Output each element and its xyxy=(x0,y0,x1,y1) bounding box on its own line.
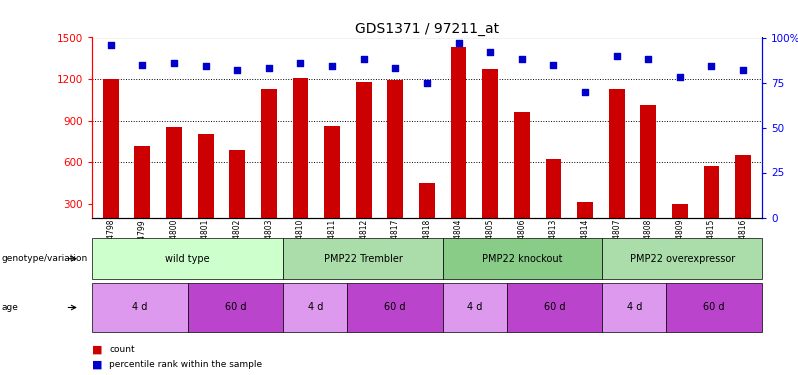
Text: PMP22 overexpressor: PMP22 overexpressor xyxy=(630,254,735,264)
Point xyxy=(200,63,212,69)
Bar xyxy=(704,166,720,245)
Text: count: count xyxy=(109,345,135,354)
Bar xyxy=(293,78,308,245)
Point xyxy=(674,74,686,80)
Point xyxy=(136,62,148,68)
Point xyxy=(421,80,433,86)
Text: PMP22 Trembler: PMP22 Trembler xyxy=(324,254,402,264)
Bar xyxy=(324,126,340,245)
Point xyxy=(358,56,370,62)
Text: PMP22 knockout: PMP22 knockout xyxy=(483,254,563,264)
Bar xyxy=(546,159,561,245)
Text: genotype/variation: genotype/variation xyxy=(2,254,88,263)
Text: 4 d: 4 d xyxy=(132,303,148,312)
Text: 4 d: 4 d xyxy=(467,303,483,312)
Bar xyxy=(609,89,625,245)
Bar xyxy=(134,146,150,245)
Text: ■: ■ xyxy=(92,344,102,354)
Bar xyxy=(577,202,593,245)
Bar xyxy=(387,80,403,245)
Text: 4 d: 4 d xyxy=(307,303,323,312)
Bar xyxy=(419,183,435,245)
Bar xyxy=(356,82,372,245)
Text: percentile rank within the sample: percentile rank within the sample xyxy=(109,360,263,369)
Bar xyxy=(103,79,119,245)
Text: wild type: wild type xyxy=(165,254,210,264)
Bar xyxy=(672,204,688,245)
Point xyxy=(294,60,307,66)
Point xyxy=(579,88,591,94)
Text: age: age xyxy=(2,303,18,312)
Point xyxy=(484,49,496,55)
Point xyxy=(516,56,528,62)
Point xyxy=(389,65,401,71)
Text: 60 d: 60 d xyxy=(225,303,246,312)
Point xyxy=(168,60,180,66)
Title: GDS1371 / 97211_at: GDS1371 / 97211_at xyxy=(355,22,499,36)
Point xyxy=(610,53,623,58)
Text: 60 d: 60 d xyxy=(544,303,565,312)
Text: 60 d: 60 d xyxy=(704,303,725,312)
Text: ■: ■ xyxy=(92,359,102,369)
Bar xyxy=(166,128,182,245)
Point xyxy=(452,40,465,46)
Point xyxy=(642,56,654,62)
Bar xyxy=(229,150,245,245)
Bar xyxy=(198,134,214,245)
Point xyxy=(105,42,117,48)
Point xyxy=(263,65,275,71)
Bar xyxy=(514,112,530,245)
Bar xyxy=(451,47,467,245)
Text: 4 d: 4 d xyxy=(626,303,642,312)
Text: 60 d: 60 d xyxy=(385,303,405,312)
Point xyxy=(737,67,749,73)
Point xyxy=(326,63,338,69)
Point xyxy=(547,62,559,68)
Point xyxy=(231,67,243,73)
Bar xyxy=(261,89,277,245)
Bar xyxy=(735,155,751,245)
Bar xyxy=(482,69,498,245)
Bar xyxy=(640,105,656,245)
Point xyxy=(705,63,718,69)
